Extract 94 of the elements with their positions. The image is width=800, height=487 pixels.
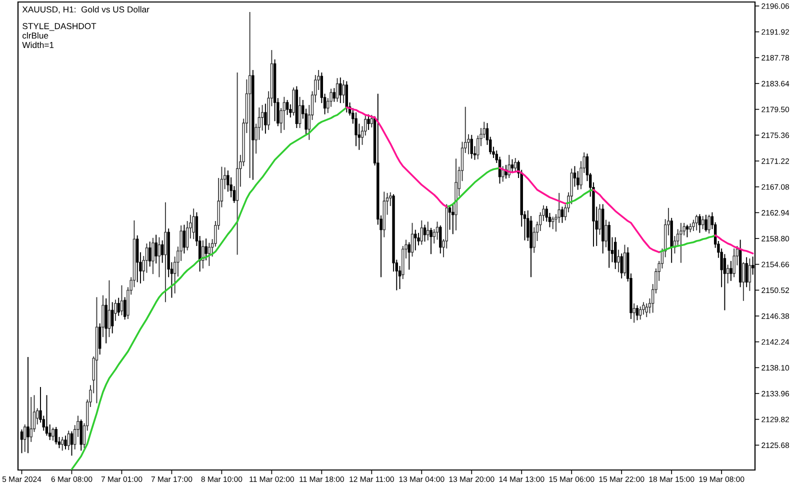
candlestick — [54, 426, 58, 445]
candlestick — [20, 428, 24, 454]
candlestick — [726, 264, 730, 284]
candlestick — [204, 238, 208, 261]
candlestick — [248, 12, 252, 178]
candlestick — [154, 234, 158, 264]
candlestick — [111, 302, 114, 334]
candlestick — [24, 424, 26, 452]
candlestick — [354, 112, 358, 147]
candlestick — [638, 306, 642, 320]
candlestick — [26, 356, 30, 454]
candlestick — [208, 242, 211, 266]
candlestick — [680, 222, 682, 264]
candlestick — [123, 296, 126, 320]
candlestick — [120, 284, 124, 316]
candlestick — [64, 435, 67, 450]
candlestick — [98, 322, 102, 356]
candlestick — [436, 221, 439, 240]
candlestick — [704, 214, 708, 232]
candlestick — [742, 262, 745, 302]
candlestick — [30, 396, 32, 442]
candlestick — [102, 294, 104, 338]
candlestick — [617, 249, 620, 273]
candlestick — [420, 220, 423, 246]
candlestick — [367, 114, 370, 130]
candlestick — [70, 430, 74, 456]
candlestick — [439, 224, 442, 254]
candlestick — [61, 436, 64, 452]
candlestick — [636, 304, 639, 321]
candlestick — [104, 298, 108, 344]
candlestick — [614, 236, 617, 270]
candlestick — [560, 206, 564, 224]
candlestick — [108, 280, 111, 338]
candlestick — [470, 134, 473, 160]
candlestick — [182, 224, 186, 254]
candlestick — [345, 80, 348, 113]
candlestick — [158, 236, 161, 278]
candlestick — [414, 229, 417, 251]
candlestick — [339, 77, 342, 104]
candlestick — [160, 240, 164, 264]
candlestick — [423, 224, 426, 242]
candlestick — [448, 204, 452, 230]
candlestick — [452, 203, 454, 235]
candlestick — [336, 78, 339, 102]
candlestick — [282, 96, 286, 130]
candlestick — [426, 221, 430, 241]
candlestick — [289, 104, 292, 118]
candlestick — [642, 302, 645, 316]
candlestick — [623, 244, 626, 276]
candlestick — [573, 166, 576, 188]
candlestick — [52, 427, 54, 442]
annotation: Width=1 — [22, 42, 54, 48]
candlestick — [152, 237, 154, 275]
candlestick — [698, 214, 702, 234]
candlestick — [730, 260, 732, 282]
annotation: clrBlue — [22, 32, 48, 39]
candlestick — [370, 114, 374, 128]
candlestick — [604, 219, 608, 248]
candlestick — [620, 252, 623, 279]
candlestick — [192, 208, 195, 240]
candlestick — [342, 80, 345, 104]
candlestick — [264, 103, 267, 134]
candlestick — [298, 96, 302, 129]
candlestick — [136, 234, 139, 283]
candlestick — [148, 241, 152, 268]
candlestick — [745, 256, 748, 288]
candlestick — [117, 297, 120, 316]
candlestick — [67, 430, 70, 451]
candlestick — [748, 258, 752, 292]
chart-title: XAUUSD, H1: Gold vs US Dollar — [22, 6, 150, 14]
candlestick — [286, 99, 289, 116]
candlestick — [164, 202, 167, 303]
candlestick — [410, 222, 414, 258]
candlestick — [632, 302, 636, 324]
candlestick — [708, 214, 710, 234]
candlestick — [701, 216, 704, 230]
candlestick — [292, 87, 295, 116]
candlestick — [332, 88, 336, 102]
candlestick — [114, 299, 117, 322]
candlestick — [45, 394, 48, 436]
candlestick — [732, 248, 736, 278]
candlestick — [552, 216, 554, 230]
candlestick — [408, 242, 411, 270]
candlestick — [514, 158, 517, 172]
candlestick — [645, 302, 648, 318]
annotation: STYLE_DASHDOT — [22, 23, 96, 31]
candlestick — [430, 227, 432, 255]
candlestick — [695, 214, 698, 231]
candlestick — [686, 224, 689, 238]
candlestick — [510, 158, 514, 174]
candlestick — [202, 240, 204, 269]
candlestick — [598, 204, 602, 236]
candlestick — [692, 219, 695, 232]
candlestick — [80, 418, 82, 452]
